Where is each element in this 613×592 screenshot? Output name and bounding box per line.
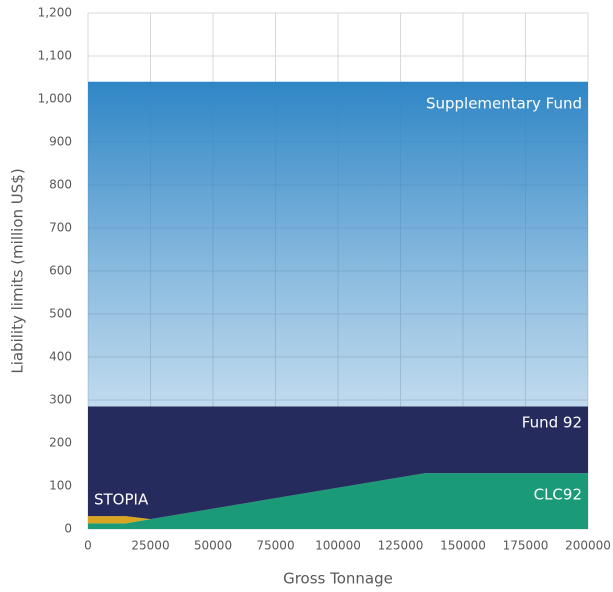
- y-tick-label: 1,200: [38, 6, 72, 20]
- y-tick-label: 1,100: [38, 49, 72, 63]
- x-tick-label: 25000: [131, 539, 169, 553]
- series-label: Fund 92: [522, 414, 582, 432]
- series-label: STOPIA: [94, 491, 149, 509]
- y-tick-label: 500: [49, 307, 72, 321]
- series-label: Supplementary Fund: [426, 95, 582, 113]
- y-tick-label: 800: [49, 178, 72, 192]
- y-tick-label: 0: [64, 522, 72, 536]
- x-tick-label: 150000: [440, 539, 486, 553]
- x-tick-label: 125000: [378, 539, 424, 553]
- y-tick-label: 900: [49, 135, 72, 149]
- area: [88, 473, 588, 524]
- y-tick-label: 300: [49, 393, 72, 407]
- x-axis-title: Gross Tonnage: [283, 570, 393, 588]
- y-tick-label: 700: [49, 221, 72, 235]
- series-label: CLC92: [534, 486, 582, 504]
- x-tick-label: 200000: [565, 539, 611, 553]
- y-tick-label: 200: [49, 436, 72, 450]
- area: [88, 406, 588, 520]
- x-tick-label: 175000: [503, 539, 549, 553]
- y-tick-label: 400: [49, 350, 72, 364]
- x-tick-label: 100000: [315, 539, 361, 553]
- x-tick-label: 50000: [194, 539, 232, 553]
- x-tick-label: 75000: [256, 539, 294, 553]
- y-tick-label: 100: [49, 479, 72, 493]
- area: [88, 81, 588, 407]
- x-tick-label: 0: [84, 539, 92, 553]
- y-tick-label: 600: [49, 264, 72, 278]
- area: [88, 473, 588, 529]
- y-axis-title: Liability limits (million US$): [9, 168, 27, 373]
- y-tick-label: 1,000: [38, 92, 72, 106]
